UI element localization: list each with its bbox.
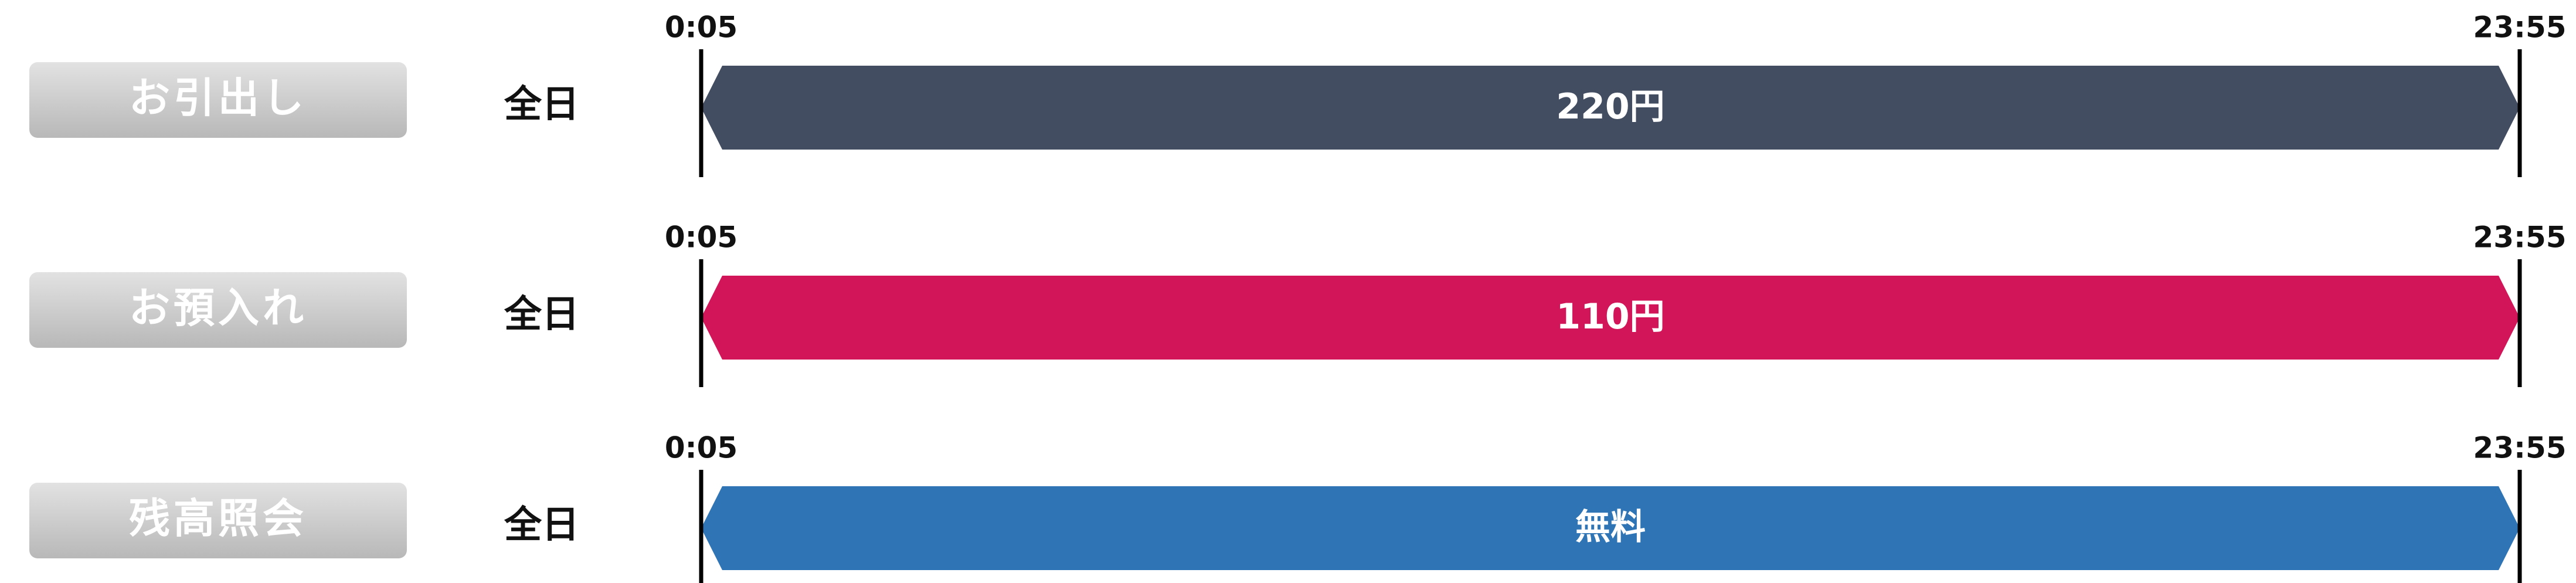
fee-bar	[701, 486, 2520, 570]
row-label: お預入れ	[129, 284, 307, 332]
fee: 無料	[1575, 507, 1646, 548]
row-label: お引出し	[129, 74, 307, 122]
end-time: 23:55	[2473, 11, 2566, 45]
end-time: 23:55	[2473, 431, 2566, 465]
fee: 110円	[1556, 296, 1664, 337]
row-label-box	[29, 272, 407, 348]
start-time: 0:05	[665, 221, 738, 255]
row-label-box	[29, 483, 407, 558]
start-time: 0:05	[665, 431, 738, 465]
row-label-box	[29, 62, 407, 138]
fee-bar	[701, 276, 2520, 360]
fee: 220円	[1556, 86, 1664, 127]
start-time: 0:05	[665, 11, 738, 45]
row-label: 残高照会	[129, 494, 307, 543]
period: 全日	[504, 504, 579, 547]
end-time: 23:55	[2473, 221, 2566, 255]
fee-bar	[701, 66, 2520, 150]
period: 全日	[504, 293, 579, 337]
period: 全日	[504, 83, 579, 127]
